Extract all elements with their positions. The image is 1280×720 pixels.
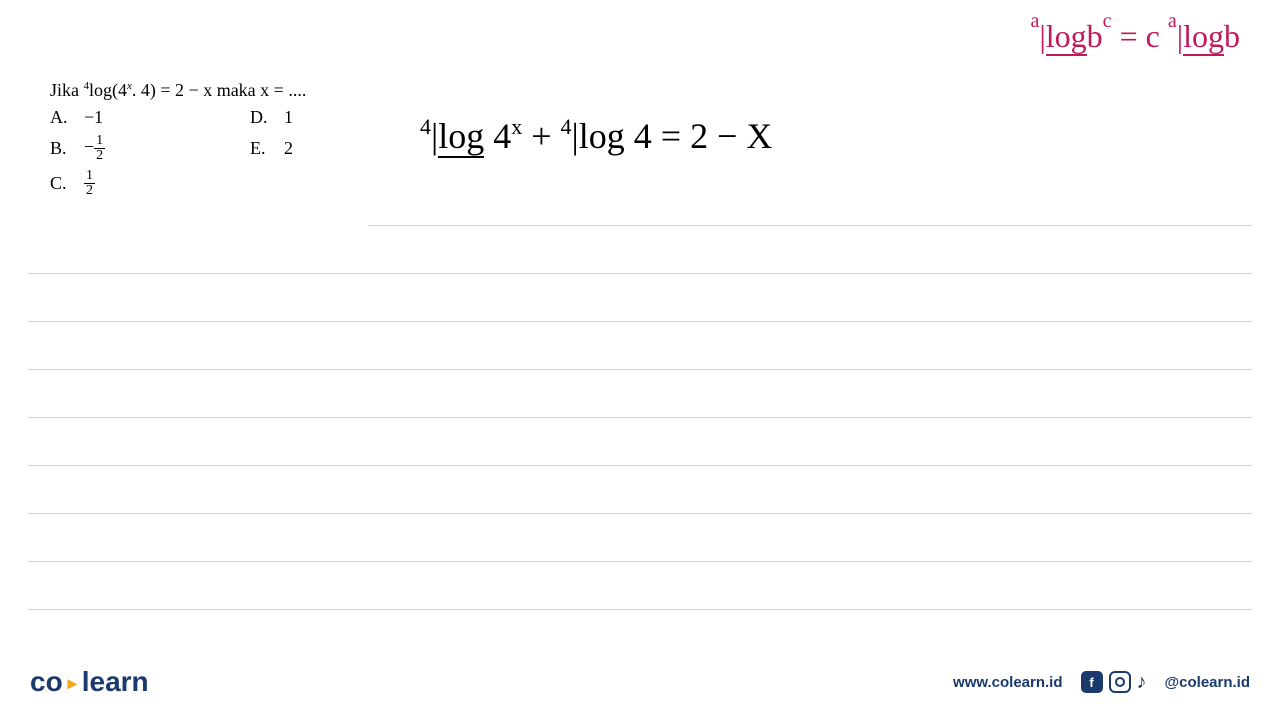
- logo-co: co: [30, 666, 63, 697]
- formula-exp-c: c: [1103, 10, 1112, 32]
- log-power-rule-formula: a|logbc = c a|logb: [1030, 18, 1240, 55]
- paper-line: [28, 370, 1252, 418]
- paper-line: [28, 322, 1252, 370]
- option-a-value: −1: [84, 107, 103, 128]
- paper-line: [28, 466, 1252, 514]
- hw-bar2: |: [572, 116, 579, 156]
- option-e: E. 2: [250, 134, 350, 163]
- hw-plus: +: [522, 116, 560, 156]
- option-d: D. 1: [250, 107, 350, 128]
- question-suffix: . 4) = 2 − x maka x = ....: [132, 80, 306, 100]
- hw-base2: 4: [561, 114, 572, 139]
- option-b-den: 2: [94, 149, 105, 163]
- handwritten-equation: 4|log 4x + 4|log 4 = 2 − X: [420, 115, 772, 157]
- option-b-fraction: 12: [94, 134, 105, 163]
- question-log-arg: log(4: [89, 80, 127, 100]
- paper-line: [28, 274, 1252, 322]
- option-b-num: 1: [94, 134, 105, 149]
- option-b-label: B.: [50, 138, 74, 159]
- formula-b1: b: [1087, 18, 1103, 54]
- question-text: Jika 4log(4x. 4) = 2 − x maka x = ....: [50, 80, 370, 101]
- option-e-label: E.: [250, 138, 274, 159]
- formula-base-a1: a: [1030, 10, 1039, 32]
- hw-arg1: 4: [484, 116, 511, 156]
- option-b: B. −12: [50, 134, 250, 163]
- option-e-value: 2: [284, 138, 293, 159]
- paper-line: [28, 418, 1252, 466]
- option-b-neg: −: [84, 137, 94, 157]
- logo-dot: ▸: [63, 673, 82, 693]
- formula-base-a2: a: [1168, 10, 1177, 32]
- option-d-value: 1: [284, 107, 293, 128]
- instagram-icon: [1109, 671, 1131, 693]
- footer-right: www.colearn.id f ♪ @colearn.id: [953, 671, 1250, 694]
- option-a-label: A.: [50, 107, 74, 128]
- formula-log1: log: [1046, 18, 1087, 56]
- hw-log2: log: [579, 116, 625, 156]
- option-a: A. −1: [50, 107, 250, 128]
- paper-line: [28, 562, 1252, 610]
- question-prefix: Jika: [50, 80, 84, 100]
- formula-log2: log: [1183, 18, 1224, 56]
- formula-log1-bar: |: [1039, 18, 1045, 54]
- hw-base1: 4: [420, 114, 431, 139]
- social-icons: f ♪: [1081, 671, 1147, 694]
- formula-b2: b: [1224, 18, 1240, 54]
- logo-learn: learn: [82, 666, 149, 697]
- hw-exp1: x: [511, 114, 522, 139]
- footer-handle: @colearn.id: [1165, 674, 1250, 691]
- colearn-logo: co ▸ learn: [30, 666, 149, 698]
- paper-line: [28, 226, 1252, 274]
- hw-log1: log: [438, 116, 484, 158]
- paper-line: [368, 178, 1252, 226]
- footer-website: www.colearn.id: [953, 674, 1062, 691]
- paper-line: [28, 514, 1252, 562]
- tiktok-icon: ♪: [1137, 671, 1147, 694]
- facebook-icon: f: [1081, 671, 1103, 693]
- footer: co ▸ learn www.colearn.id f ♪ @colearn.i…: [0, 662, 1280, 702]
- lined-paper-area: [28, 178, 1252, 660]
- option-d-label: D.: [250, 107, 274, 128]
- formula-equals: = c: [1112, 18, 1168, 54]
- hw-arg2: 4 = 2 − X: [625, 116, 773, 156]
- option-b-value: −12: [84, 134, 105, 163]
